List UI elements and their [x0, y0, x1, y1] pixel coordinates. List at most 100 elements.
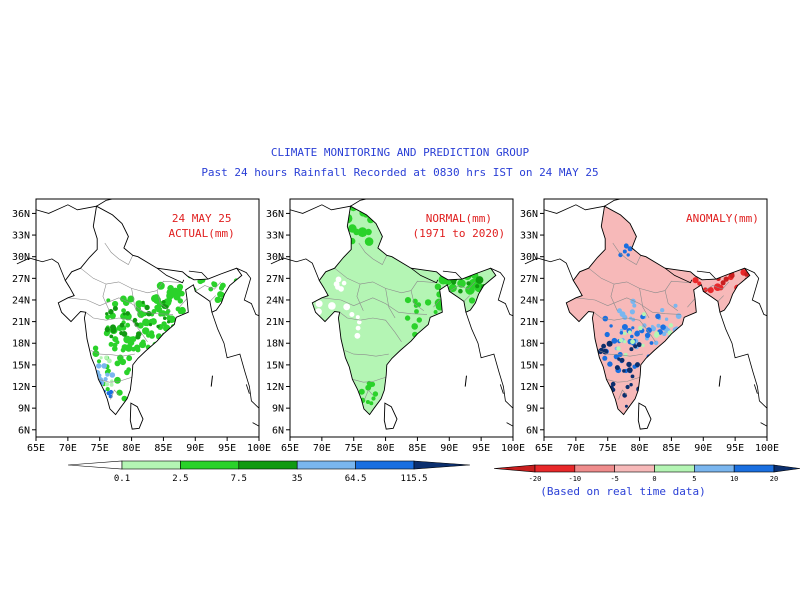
state-boundary [195, 281, 222, 292]
lat-tick-label: 15N [520, 360, 538, 371]
rainfall-cell [475, 276, 484, 284]
rainfall-cell [692, 277, 699, 284]
rainfall-cell [641, 343, 645, 348]
rainfall-cell [208, 286, 214, 292]
rainfall-cell [96, 359, 102, 364]
rainfall-cell [616, 346, 621, 351]
rainfall-cell [142, 318, 150, 327]
rainfall-cell [355, 325, 361, 331]
country-border [16, 257, 66, 281]
panel-label: ACTUAL(mm) [169, 227, 235, 240]
state-boundary [687, 298, 696, 308]
rainfall-cell [146, 311, 152, 317]
rainfall-cell [602, 348, 609, 355]
rainfall-cell [365, 228, 372, 236]
india-outline [57, 205, 243, 416]
state-boundary [85, 311, 148, 342]
rainfall-cell [369, 401, 374, 406]
rainfall-cell [673, 303, 678, 308]
anomaly-swatch [574, 464, 615, 473]
panel-actual-rainfall: 36N 33N 30N 27N 24N 21N 18N 15N 12N 9N 6N 65E 70E 75E… [12, 198, 271, 454]
rainfall-cell [626, 367, 633, 373]
lon-tick-label: 100E [247, 443, 271, 454]
country-border [465, 312, 514, 409]
lat-tick-label: 12N [520, 382, 538, 393]
rainfall-cell [107, 358, 112, 364]
title-line-1: CLIMATE MONITORING AND PREDICTION GROUP [270, 146, 530, 159]
state-boundary [575, 297, 682, 315]
lat-tick-label: 24N [12, 295, 30, 306]
state-boundary [90, 350, 135, 357]
state-boundary [98, 376, 133, 383]
india-outline [565, 205, 751, 416]
rainfall-cell [630, 339, 635, 345]
rainfall-cell [723, 276, 729, 282]
lat-tick-label: 6N [526, 425, 538, 436]
lat-tick-label: 36N [266, 209, 284, 220]
rainfall-cell [411, 323, 418, 330]
rainfall-cell [126, 367, 132, 373]
state-boundary [606, 376, 641, 383]
lon-tick-label: 85E [408, 443, 426, 454]
rainfall-cell [99, 356, 103, 360]
colorbar-swatch [121, 460, 181, 470]
rainfall-cell [424, 299, 432, 306]
lat-tick-label: 6N [18, 425, 30, 436]
rainfall-cell [132, 319, 137, 323]
panel-label: 24 MAY 25 [172, 212, 232, 225]
lat-tick-label: 30N [266, 252, 284, 263]
lat-tick-label: 24N [266, 295, 284, 306]
country-border [506, 422, 514, 427]
lat-tick-label: 21N [520, 317, 538, 328]
rainfall-cell [158, 312, 163, 317]
sri-lanka-outline [383, 402, 398, 430]
rainfall-cell [365, 384, 372, 391]
rainfall-cell [635, 362, 640, 368]
rainfall-cell [135, 334, 141, 340]
rainfall-cell [633, 344, 638, 349]
lat-tick-label: 36N [12, 209, 30, 220]
rainfall-cell [621, 324, 628, 330]
country-border [35, 198, 113, 214]
country-border [760, 422, 768, 427]
state-boundary [639, 288, 650, 319]
lon-tick-label: 95E [726, 443, 744, 454]
rainfall-cell [614, 365, 620, 371]
rainfall-cell [626, 253, 630, 257]
state-boundary [385, 288, 396, 319]
rainfall-cell [619, 357, 625, 363]
rainfall-cell [119, 358, 127, 366]
lon-tick-label: 85E [662, 443, 680, 454]
lon-tick-label: 75E [91, 443, 109, 454]
rainfall-cell [156, 281, 165, 290]
state-boundary [80, 267, 183, 294]
rainfall-cell [619, 311, 626, 317]
lat-tick-label: 33N [520, 231, 538, 242]
state-boundary [717, 295, 724, 302]
rainfall-cell [636, 342, 642, 348]
rainfall-cell [644, 332, 651, 339]
andaman-islands [718, 375, 721, 387]
rainfall-cell [106, 298, 111, 303]
lat-tick-label: 24N [520, 295, 538, 306]
rainfall-cell [629, 383, 633, 387]
rainfall-cell [112, 300, 119, 308]
rainfall-cell [110, 324, 116, 331]
panel-label: NORMAL(mm) [426, 212, 492, 225]
country-border [490, 267, 514, 317]
rainfall-cell [156, 306, 163, 313]
lon-tick-label: 95E [472, 443, 490, 454]
country-border [442, 270, 463, 280]
rainfall-cell [121, 308, 126, 313]
rainfall-cell [214, 296, 221, 303]
rainfall-cell [122, 312, 126, 316]
country-border [696, 270, 717, 280]
country-border [524, 257, 574, 281]
lat-tick-label: 33N [266, 231, 284, 242]
state-boundary [463, 295, 470, 302]
lat-tick-label: 21N [266, 317, 284, 328]
lon-tick-label: 75E [345, 443, 363, 454]
lon-tick-label: 70E [567, 443, 585, 454]
rainfall-cell [626, 361, 632, 368]
rainfall-cell [664, 317, 669, 321]
